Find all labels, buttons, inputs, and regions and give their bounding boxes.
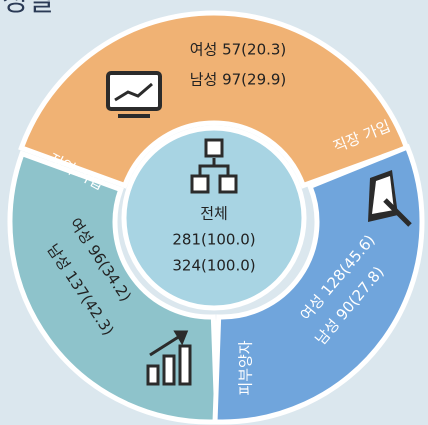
hierarchy-icon	[190, 138, 238, 194]
title: 성별	[2, 0, 54, 17]
segment-workplace	[18, 10, 410, 189]
document-icon	[368, 170, 412, 227]
segment-label: 피부양자	[237, 340, 255, 395]
center-circle	[121, 125, 307, 311]
center-line: 324(100.0)	[172, 257, 255, 275]
segment-line: 여성 57(20.3)	[190, 41, 287, 59]
segment-line: 남성 97(29.9)	[190, 71, 287, 89]
center-line: 281(100.0)	[172, 231, 255, 249]
center-label: 전체	[200, 205, 228, 223]
monitor-icon	[106, 71, 162, 118]
bar-chart-icon	[146, 330, 192, 386]
